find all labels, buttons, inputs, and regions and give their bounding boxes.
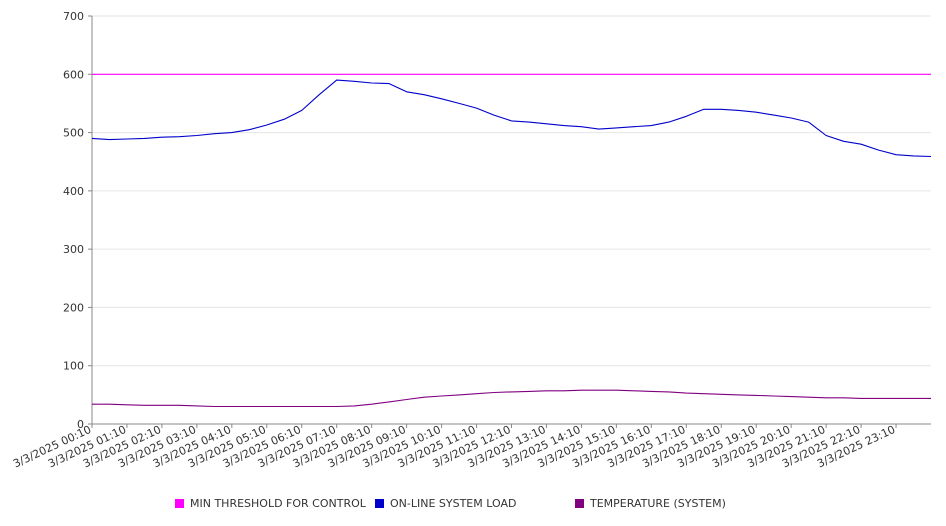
y-tick-label: 700 xyxy=(63,10,84,23)
gridlines xyxy=(92,15,931,367)
legend-swatch-load xyxy=(375,499,384,508)
legend: MIN THRESHOLD FOR CONTROL ON-LINE SYSTEM… xyxy=(0,497,946,515)
series-line-temperature[interactable] xyxy=(92,389,931,408)
y-tick-label: 200 xyxy=(63,301,84,314)
axes xyxy=(88,15,931,428)
series-line-load[interactable] xyxy=(91,79,932,158)
y-tick-label: 500 xyxy=(63,127,84,140)
y-tick-labels: 0 100 200 300 400 500 600 700 xyxy=(63,10,84,431)
legend-label-load: ON-LINE SYSTEM LOAD xyxy=(390,497,517,510)
y-tick-label: 0 xyxy=(77,418,84,431)
x-tick-labels: 3/3/2025 00:103/3/2025 01:103/3/2025 02:… xyxy=(11,423,897,471)
series-lines xyxy=(91,73,932,408)
y-tick-label: 400 xyxy=(63,185,84,198)
legend-item-threshold[interactable]: MIN THRESHOLD FOR CONTROL xyxy=(175,497,366,510)
legend-label-temperature: TEMPERATURE (SYSTEM) xyxy=(590,497,726,510)
y-tick-label: 300 xyxy=(63,243,84,256)
legend-label-threshold: MIN THRESHOLD FOR CONTROL xyxy=(190,497,366,510)
legend-item-load[interactable]: ON-LINE SYSTEM LOAD xyxy=(375,497,516,510)
legend-swatch-threshold xyxy=(175,499,184,508)
y-tick-label: 600 xyxy=(63,68,84,81)
y-tick-label: 100 xyxy=(63,360,84,373)
legend-item-temperature[interactable]: TEMPERATURE (SYSTEM) xyxy=(575,497,726,510)
legend-swatch-temperature xyxy=(575,499,584,508)
